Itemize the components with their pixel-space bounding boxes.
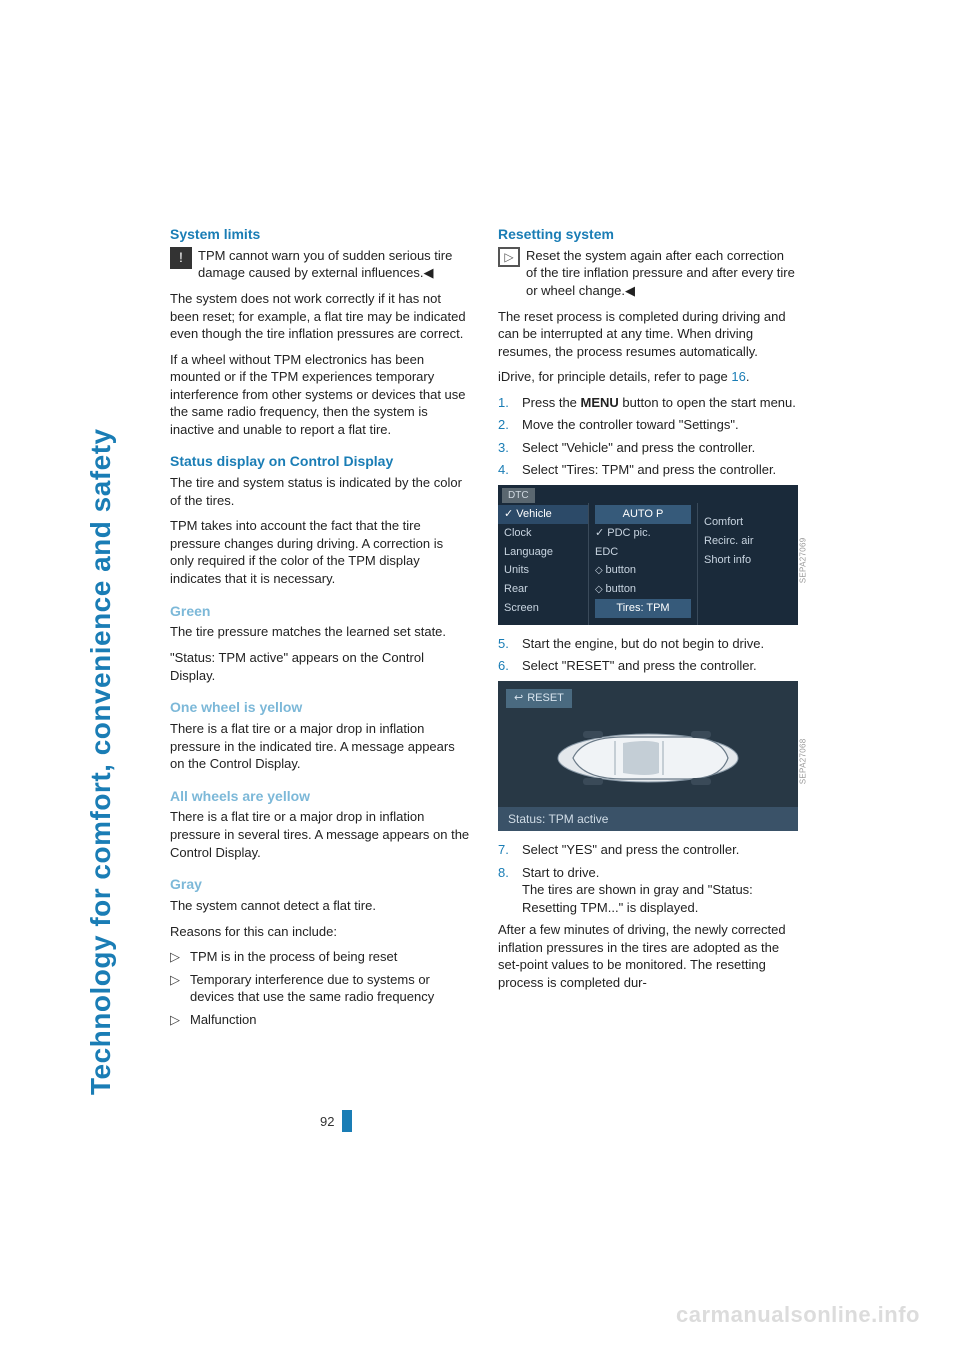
idrive-item: Recirc. air bbox=[704, 532, 792, 551]
idrive-item: PDC pic. bbox=[595, 524, 691, 543]
list-text: TPM is in the process of being reset bbox=[190, 948, 397, 966]
idrive-tab: DTC bbox=[502, 488, 535, 504]
idrive-item: AUTO P bbox=[595, 505, 691, 524]
section-title-vertical: Technology for comfort, convenience and … bbox=[85, 428, 117, 1095]
body-text: After a few minutes of driving, the newl… bbox=[498, 921, 798, 991]
heading-one-yellow: One wheel is yellow bbox=[170, 698, 470, 717]
body-text: There is a flat tire or a major drop in … bbox=[170, 808, 470, 861]
idrive-menu-figure: DTC Vehicle Clock Language Units Rear Sc… bbox=[498, 485, 798, 625]
body-text: There is a flat tire or a major drop in … bbox=[170, 720, 470, 773]
idrive-item: button bbox=[595, 580, 691, 599]
heading-system-limits: System limits bbox=[170, 225, 470, 244]
step-item: 4.Select "Tires: TPM" and press the cont… bbox=[498, 461, 798, 479]
return-icon: ↩ bbox=[514, 691, 523, 706]
body-text: "Status: TPM active" appears on the Cont… bbox=[170, 649, 470, 684]
car-topview-icon bbox=[553, 723, 743, 793]
idrive-item bbox=[704, 569, 792, 573]
idrive-item: Language bbox=[504, 543, 582, 562]
body-text: The system does not work correctly if it… bbox=[170, 290, 470, 343]
body-text: The tire and system status is indicated … bbox=[170, 474, 470, 509]
page-link[interactable]: 16 bbox=[731, 369, 745, 384]
step-item: 3.Select "Vehicle" and press the control… bbox=[498, 439, 798, 457]
idrive-item: button bbox=[595, 561, 691, 580]
body-text: TPM takes into account the fact that the… bbox=[170, 517, 470, 587]
status-bar: Status: TPM active bbox=[498, 807, 798, 831]
list-item: ▷Temporary interference due to systems o… bbox=[170, 971, 470, 1006]
page-tab-marker bbox=[342, 1110, 352, 1132]
note-text: Reset the system again after each correc… bbox=[526, 247, 798, 300]
step-item: 6.Select "RESET" and press the controlle… bbox=[498, 657, 798, 675]
step-item: 2.Move the controller toward "Settings". bbox=[498, 416, 798, 434]
list-text: Malfunction bbox=[190, 1011, 256, 1029]
idrive-item: Screen bbox=[504, 599, 582, 618]
footer-watermark: carmanualsonline.info bbox=[676, 1302, 920, 1328]
step-item: 5.Start the engine, but do not begin to … bbox=[498, 635, 798, 653]
note-text: TPM cannot warn you of sudden serious ti… bbox=[198, 247, 470, 282]
left-column: System limits ! TPM cannot warn you of s… bbox=[170, 225, 470, 1033]
list-item: ▷TPM is in the process of being reset bbox=[170, 948, 470, 966]
figure-watermark: SEPA27069 bbox=[799, 537, 810, 583]
page-number: 92 bbox=[320, 1110, 352, 1132]
idrive-item: Vehicle bbox=[498, 505, 588, 524]
right-column: Resetting system ▷ Reset the system agai… bbox=[498, 225, 798, 1033]
idrive-item-selected: Tires: TPM bbox=[595, 599, 691, 618]
list-item: ▷Malfunction bbox=[170, 1011, 470, 1029]
list-text: Temporary interference due to systems or… bbox=[190, 971, 470, 1006]
body-text: The tire pressure matches the learned se… bbox=[170, 623, 470, 641]
body-text: iDrive, for principle details, refer to … bbox=[498, 368, 798, 386]
body-text: Reasons for this can include: bbox=[170, 923, 470, 941]
reset-button-graphic: ↩ RESET bbox=[506, 689, 572, 708]
idrive-item: Comfort bbox=[704, 513, 792, 532]
heading-gray: Gray bbox=[170, 875, 470, 894]
idrive-reset-figure: ↩ RESET Status: TPM active SEPA27068 bbox=[498, 681, 798, 831]
idrive-item: Rear bbox=[504, 580, 582, 599]
warning-icon: ! bbox=[170, 247, 192, 269]
heading-green: Green bbox=[170, 602, 470, 621]
body-text: The reset process is completed during dr… bbox=[498, 308, 798, 361]
step-item: 7.Select "YES" and press the controller. bbox=[498, 841, 798, 859]
heading-status-display: Status display on Control Display bbox=[170, 452, 470, 471]
figure-watermark: SEPA27068 bbox=[799, 739, 810, 785]
step-item: 1.Press the MENU button to open the star… bbox=[498, 394, 798, 412]
heading-resetting: Resetting system bbox=[498, 225, 798, 244]
body-text: If a wheel without TPM electronics has b… bbox=[170, 351, 470, 439]
body-text: The system cannot detect a flat tire. bbox=[170, 897, 470, 915]
heading-all-yellow: All wheels are yellow bbox=[170, 787, 470, 806]
page-content: System limits ! TPM cannot warn you of s… bbox=[170, 225, 800, 1033]
idrive-item: Units bbox=[504, 561, 582, 580]
idrive-item: Clock bbox=[504, 524, 582, 543]
step-item: 8.Start to drive.The tires are shown in … bbox=[498, 864, 798, 917]
idrive-item: EDC bbox=[595, 543, 691, 562]
hint-icon: ▷ bbox=[498, 247, 520, 267]
idrive-item: Short info bbox=[704, 551, 792, 570]
